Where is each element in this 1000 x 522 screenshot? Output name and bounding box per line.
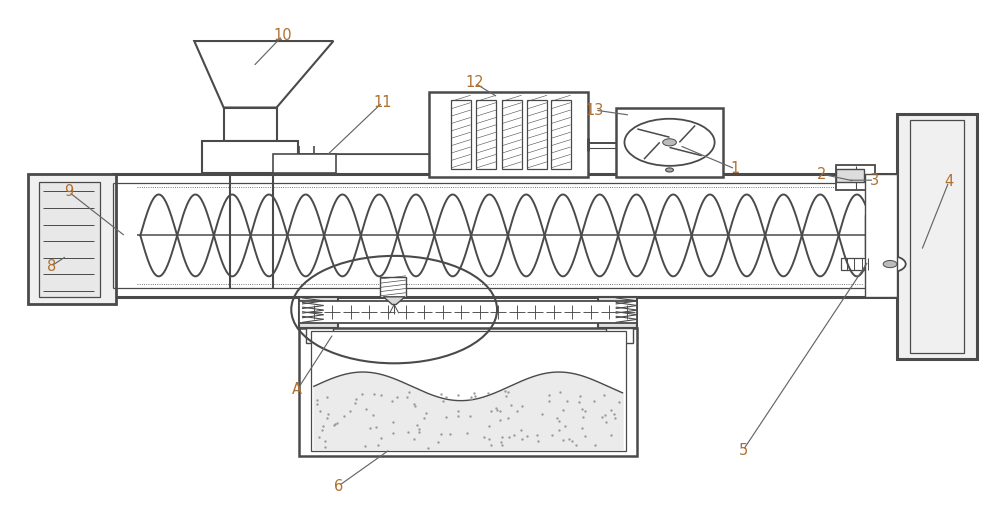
Bar [28, 174, 116, 304]
Text: 3: 3 [870, 173, 879, 188]
Text: 13: 13 [586, 103, 604, 117]
Text: 4: 4 [944, 174, 953, 189]
Circle shape [874, 256, 906, 272]
Bar [429, 92, 588, 176]
Text: 12: 12 [465, 76, 484, 90]
Bar [527, 100, 547, 169]
Text: 5: 5 [738, 443, 748, 458]
Bar [910, 121, 964, 353]
Text: 8: 8 [47, 258, 56, 274]
Bar [606, 327, 633, 343]
Bar [551, 100, 571, 169]
Bar [202, 141, 298, 173]
Bar [836, 165, 875, 191]
Circle shape [624, 119, 715, 166]
Bar [836, 169, 864, 182]
Circle shape [663, 139, 676, 146]
Text: 10: 10 [273, 28, 292, 43]
Bar [306, 327, 333, 343]
Bar [113, 174, 897, 297]
Text: 11: 11 [373, 95, 392, 110]
Bar [380, 277, 406, 297]
Bar [897, 114, 977, 359]
Bar [451, 100, 471, 169]
Bar [865, 215, 894, 256]
Bar [39, 182, 100, 297]
Bar [299, 327, 637, 456]
Bar [224, 108, 277, 141]
Bar [476, 100, 496, 169]
Bar [299, 301, 637, 324]
Bar [598, 297, 637, 327]
Bar [311, 331, 626, 452]
Text: 6: 6 [334, 479, 343, 494]
Bar [841, 258, 873, 270]
Text: 2: 2 [817, 167, 826, 182]
Bar [865, 174, 897, 297]
Circle shape [883, 260, 897, 268]
Polygon shape [383, 297, 405, 304]
Circle shape [666, 168, 673, 172]
Text: 9: 9 [64, 184, 73, 199]
Text: A: A [292, 383, 302, 397]
Bar [299, 297, 338, 327]
Bar [616, 108, 723, 176]
Bar [502, 100, 522, 169]
Text: 1: 1 [731, 161, 740, 176]
Bar [273, 153, 336, 173]
